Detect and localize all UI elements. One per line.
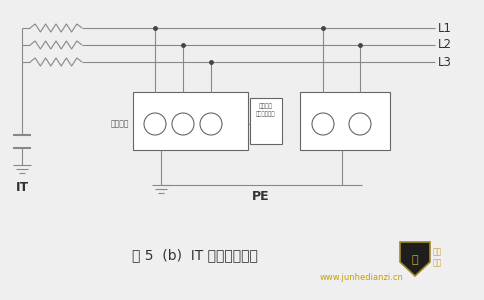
Bar (250, 98, 282, 144)
Bar (300, 92, 390, 150)
Text: 钧和: 钧和 (433, 248, 442, 256)
Text: 电子: 电子 (433, 259, 442, 268)
Text: 和: 和 (412, 255, 418, 265)
Text: 电气隔离: 电气隔离 (259, 103, 273, 109)
Text: 图 5  (b)  IT 系统接地制式: 图 5 (b) IT 系统接地制式 (132, 248, 258, 262)
Text: L3: L3 (438, 56, 452, 68)
Polygon shape (400, 242, 430, 276)
Text: L2: L2 (438, 38, 452, 52)
Bar (133, 92, 248, 150)
Text: www.junhedianzi.cn: www.junhedianzi.cn (320, 274, 404, 283)
Text: 电气设备: 电气设备 (110, 119, 129, 128)
Text: PE: PE (252, 190, 270, 203)
Text: 绝缘计量部分: 绝缘计量部分 (256, 111, 276, 117)
Text: L1: L1 (438, 22, 452, 34)
Text: IT: IT (15, 181, 29, 194)
